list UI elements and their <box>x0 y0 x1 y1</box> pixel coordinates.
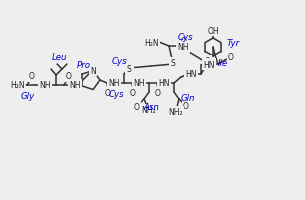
Text: OH: OH <box>207 26 219 35</box>
Text: O: O <box>134 103 140 112</box>
Text: Asn: Asn <box>143 103 159 112</box>
Text: HN: HN <box>203 60 215 69</box>
Text: O: O <box>29 72 35 81</box>
Text: S: S <box>127 64 131 73</box>
Text: O: O <box>155 89 161 98</box>
Text: NH: NH <box>177 43 189 52</box>
Text: N: N <box>90 67 96 76</box>
Text: NH: NH <box>39 81 51 90</box>
Text: O: O <box>130 89 136 98</box>
Text: Tyr: Tyr <box>226 38 239 47</box>
Text: NH: NH <box>69 81 81 90</box>
Text: Cys: Cys <box>111 56 127 65</box>
Text: Gln: Gln <box>181 94 195 103</box>
Text: O: O <box>181 37 187 46</box>
Text: NH₂: NH₂ <box>142 106 156 115</box>
Text: Cys: Cys <box>177 32 193 41</box>
Text: S: S <box>170 59 175 68</box>
Text: Leu: Leu <box>52 53 68 62</box>
Text: O: O <box>185 69 191 78</box>
Text: NH₂: NH₂ <box>169 108 183 117</box>
Text: Cys: Cys <box>108 90 124 99</box>
Text: Pro: Pro <box>77 60 91 69</box>
Text: O: O <box>183 102 189 111</box>
Text: O: O <box>105 89 111 98</box>
Text: O: O <box>66 72 72 81</box>
Text: H₂N: H₂N <box>10 81 25 90</box>
Text: O: O <box>205 57 211 66</box>
Text: S: S <box>170 59 175 68</box>
Text: H₂N: H₂N <box>144 38 159 47</box>
Text: HN: HN <box>185 70 197 79</box>
Text: Gly: Gly <box>21 92 35 101</box>
Text: S: S <box>127 63 132 72</box>
Text: NH: NH <box>133 79 145 88</box>
Text: HN: HN <box>158 79 170 88</box>
Text: NH: NH <box>108 79 120 88</box>
Text: Ile: Ile <box>218 58 228 67</box>
Text: O: O <box>228 52 234 61</box>
